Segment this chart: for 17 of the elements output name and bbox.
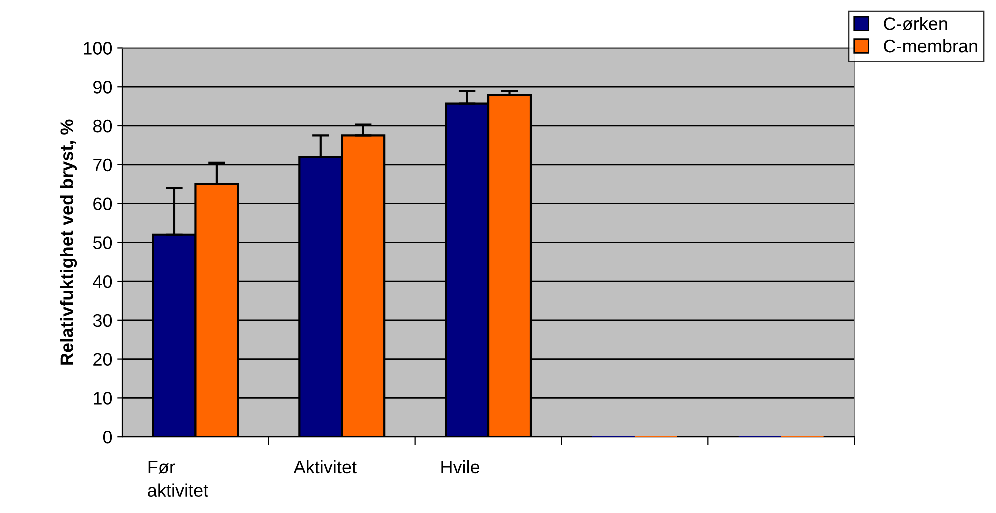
y-tick-label: 0	[103, 431, 112, 444]
y-tick-label: 20	[94, 353, 112, 366]
y-tick-label: 50	[93, 236, 112, 250]
y-tick-label: 60	[94, 198, 112, 210]
legend-label: C-membran	[884, 39, 978, 53]
x-tick-label: Aktivitet	[294, 460, 357, 474]
x-tick-label: Før aktivitet	[148, 461, 208, 498]
y-tick-label: 90	[94, 81, 112, 94]
y-tick-label: 80	[93, 120, 112, 133]
y-tick-label: 30	[93, 314, 112, 328]
x-tick-label: Hvile	[442, 460, 480, 474]
y-tick-label: 70	[94, 158, 112, 172]
y-tick-label: 40	[93, 275, 112, 288]
y-tick-label: 10	[94, 392, 112, 405]
legend-label: C-ørken	[884, 17, 948, 31]
y-axis-title: Relativfuktighet ved bryst, %	[60, 120, 78, 365]
y-tick-label: 100	[84, 42, 112, 55]
